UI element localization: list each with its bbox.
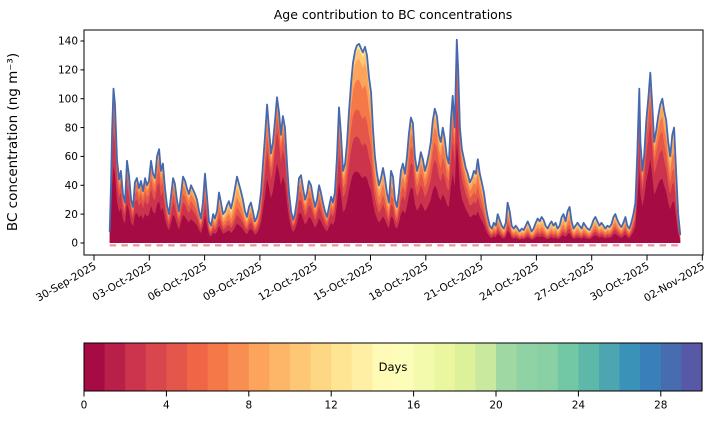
colorbar-segment [475, 343, 497, 391]
colorbar-segment [187, 343, 209, 391]
colorbar-tick-label: 16 [407, 400, 421, 412]
y-tick-label: 100 [58, 93, 78, 105]
colorbar-segment [681, 343, 703, 391]
colorbar-segment [619, 343, 641, 391]
x-tick-label: 06-Oct-2025 [146, 260, 209, 303]
y-tick-label: 140 [58, 36, 78, 48]
colorbar-tick-label: 0 [81, 400, 88, 412]
colorbar-tick-label: 20 [489, 400, 502, 412]
colorbar-segment [84, 343, 106, 391]
colorbar-tick-labels: 0 4 8 12 16 20 24 28 [81, 400, 668, 412]
x-tick-label: 12-Oct-2025 [256, 260, 319, 303]
x-tick-labels: 30-Sep-202503-Oct-202506-Oct-202509-Oct-… [34, 260, 707, 304]
chart-title: Age contribution to BC concentrations [274, 7, 513, 22]
colorbar [84, 343, 703, 391]
x-ticks [93, 255, 703, 261]
colorbar-segment [166, 343, 188, 391]
colorbar-label: Days [379, 360, 408, 374]
colorbar-segment [372, 343, 394, 391]
colorbar-segment [660, 343, 682, 391]
colorbar-tick-label: 8 [245, 400, 252, 412]
colorbar-tick-label: 4 [163, 400, 170, 412]
colorbar-segment [413, 343, 435, 391]
x-tick-label: 15-Oct-2025 [312, 260, 375, 303]
colorbar-segment [228, 343, 250, 391]
x-tick-label: 03-Oct-2025 [91, 260, 154, 303]
x-tick-label: 02-Nov-2025 [642, 260, 707, 304]
age-layer-0-1-days [109, 141, 681, 243]
x-tick-label: 24-Oct-2025 [478, 260, 541, 303]
colorbar-segment [434, 343, 456, 391]
colorbar-segment [599, 343, 621, 391]
total-bc-line [108, 38, 682, 236]
y-tick-label: 120 [58, 65, 78, 77]
y-tick-label: 40 [65, 180, 78, 192]
colorbar-ticks [83, 391, 662, 397]
y-tick-label: 20 [65, 209, 78, 221]
y-ticks [80, 40, 84, 244]
y-axis-label: BC concentration (ng m⁻³) [5, 53, 21, 231]
colorbar-segment [125, 343, 147, 391]
colorbar-segment [393, 343, 415, 391]
x-tick-label: 30-Oct-2025 [588, 260, 651, 303]
total-bc-polyline [108, 38, 682, 236]
colorbar-segment [454, 343, 476, 391]
colorbar-segment [351, 343, 373, 391]
x-tick-label: 21-Oct-2025 [422, 260, 485, 303]
x-tick-label: 09-Oct-2025 [201, 260, 264, 303]
colorbar-segment [557, 343, 579, 391]
colorbar-segment [331, 343, 353, 391]
colorbar-tick-label: 12 [325, 400, 338, 412]
colorbar-segment [145, 343, 167, 391]
y-tick-label: 60 [65, 151, 78, 163]
colorbar-segment [290, 343, 312, 391]
colorbar-segment [104, 343, 126, 391]
y-tick-labels: 0 20 40 60 80 100 120 140 [58, 36, 78, 250]
y-tick-label: 80 [65, 122, 78, 134]
y-tick-label: 0 [71, 238, 78, 250]
colorbar-segment [207, 343, 229, 391]
colorbar-segment [578, 343, 600, 391]
colorbar-outline [83, 342, 703, 392]
colorbar-segment [537, 343, 559, 391]
colorbar-segment [516, 343, 538, 391]
colorbar-segment [248, 343, 270, 391]
x-tick-label: 18-Oct-2025 [367, 260, 430, 303]
colorbar-segment [640, 343, 662, 391]
colorbar-segment [310, 343, 332, 391]
x-tick-label: 30-Sep-2025 [34, 260, 98, 304]
axes-spines [83, 29, 704, 256]
x-tick-label: 27-Oct-2025 [533, 260, 596, 303]
colorbar-tick-label: 24 [572, 400, 586, 412]
colorbar-segment [269, 343, 291, 391]
colorbar-segment [496, 343, 518, 391]
colorbar-tick-label: 28 [654, 400, 667, 412]
